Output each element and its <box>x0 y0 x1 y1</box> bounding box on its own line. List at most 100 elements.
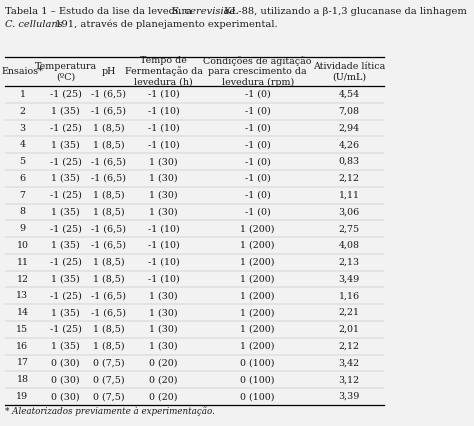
Text: 4,08: 4,08 <box>339 241 360 250</box>
Text: 1 (8,5): 1 (8,5) <box>93 191 125 200</box>
Text: -1 (0): -1 (0) <box>245 90 271 99</box>
Text: -1 (25): -1 (25) <box>50 258 82 267</box>
Text: 1 (200): 1 (200) <box>240 241 275 250</box>
Text: -1 (25): -1 (25) <box>50 325 82 334</box>
Text: Ensaios*: Ensaios* <box>1 67 44 76</box>
Text: -1 (10): -1 (10) <box>148 140 180 150</box>
Text: 0 (100): 0 (100) <box>240 375 275 384</box>
Text: -1 (25): -1 (25) <box>50 291 82 300</box>
Text: C. cellulans: C. cellulans <box>5 20 63 29</box>
Text: 1,11: 1,11 <box>339 191 360 200</box>
Text: -1 (0): -1 (0) <box>245 207 271 216</box>
Text: Tempo de
Fermentação da
levedura (h): Tempo de Fermentação da levedura (h) <box>125 56 202 87</box>
Text: 1 (200): 1 (200) <box>240 224 275 233</box>
Text: -1 (6,5): -1 (6,5) <box>91 241 127 250</box>
Text: 0 (30): 0 (30) <box>51 358 80 368</box>
Text: 14: 14 <box>17 308 28 317</box>
Text: 3,39: 3,39 <box>338 392 360 401</box>
Text: Atividade lítica
(U/mL): Atividade lítica (U/mL) <box>313 62 385 81</box>
Text: 1 (200): 1 (200) <box>240 258 275 267</box>
Text: S. cerevisiae: S. cerevisiae <box>172 7 235 16</box>
Text: 1 (8,5): 1 (8,5) <box>93 124 125 132</box>
Text: -1 (6,5): -1 (6,5) <box>91 308 127 317</box>
Text: 4,26: 4,26 <box>338 140 360 150</box>
Text: 2,12: 2,12 <box>339 342 360 351</box>
Text: 1 (8,5): 1 (8,5) <box>93 342 125 351</box>
Text: Tabela 1 – Estudo da lise da levedura: Tabela 1 – Estudo da lise da levedura <box>5 7 195 16</box>
Text: 1 (200): 1 (200) <box>240 275 275 284</box>
Text: 1 (35): 1 (35) <box>51 174 80 183</box>
Text: 1 (8,5): 1 (8,5) <box>93 275 125 284</box>
Text: -1 (10): -1 (10) <box>148 258 180 267</box>
Text: 8: 8 <box>19 207 26 216</box>
Text: -1 (0): -1 (0) <box>245 191 271 200</box>
Text: 10: 10 <box>17 241 28 250</box>
Text: 11: 11 <box>17 258 28 267</box>
Text: 6: 6 <box>19 174 26 183</box>
Text: 0 (30): 0 (30) <box>51 375 80 384</box>
Text: -1 (6,5): -1 (6,5) <box>91 157 127 166</box>
Text: 1 (30): 1 (30) <box>149 157 178 166</box>
Text: 1 (8,5): 1 (8,5) <box>93 140 125 150</box>
Text: 1 (30): 1 (30) <box>149 174 178 183</box>
Text: 9: 9 <box>19 224 26 233</box>
Text: -1 (25): -1 (25) <box>50 157 82 166</box>
Text: 2,75: 2,75 <box>338 224 360 233</box>
Text: 2: 2 <box>19 107 26 116</box>
Text: -1 (10): -1 (10) <box>148 275 180 284</box>
Text: 5: 5 <box>19 157 26 166</box>
Text: 0 (20): 0 (20) <box>149 392 178 401</box>
Text: 17: 17 <box>17 358 28 368</box>
Text: 0 (20): 0 (20) <box>149 375 178 384</box>
Text: 1 (35): 1 (35) <box>51 241 80 250</box>
Text: 19: 19 <box>17 392 28 401</box>
Text: -1 (10): -1 (10) <box>148 224 180 233</box>
Text: -1 (0): -1 (0) <box>245 157 271 166</box>
Text: 2,13: 2,13 <box>338 258 360 267</box>
Text: * Aleatorizados previamente à experimentação.: * Aleatorizados previamente à experiment… <box>5 406 215 416</box>
Text: 18: 18 <box>17 375 28 384</box>
Text: -1 (0): -1 (0) <box>245 107 271 116</box>
Text: 13: 13 <box>17 291 28 300</box>
Text: 2,01: 2,01 <box>339 325 360 334</box>
Text: 3,49: 3,49 <box>338 275 360 284</box>
Text: -1 (6,5): -1 (6,5) <box>91 90 127 99</box>
Text: 0 (30): 0 (30) <box>51 392 80 401</box>
Text: 7,08: 7,08 <box>339 107 360 116</box>
Text: 0 (20): 0 (20) <box>149 358 178 368</box>
Text: 3,42: 3,42 <box>338 358 360 368</box>
Text: 1 (35): 1 (35) <box>51 342 80 351</box>
Text: 1: 1 <box>19 90 26 99</box>
Text: pH: pH <box>102 67 116 76</box>
Text: 1 (35): 1 (35) <box>51 107 80 116</box>
Text: 1 (200): 1 (200) <box>240 342 275 351</box>
Text: -1 (10): -1 (10) <box>148 124 180 132</box>
Text: -1 (6,5): -1 (6,5) <box>91 291 127 300</box>
Text: 1 (200): 1 (200) <box>240 308 275 317</box>
Text: -1 (6,5): -1 (6,5) <box>91 224 127 233</box>
Text: 1 (8,5): 1 (8,5) <box>93 258 125 267</box>
Text: 1 (200): 1 (200) <box>240 291 275 300</box>
Text: 191, através de planejamento experimental.: 191, através de planejamento experimenta… <box>52 20 278 29</box>
Text: -1 (0): -1 (0) <box>245 174 271 183</box>
Text: -1 (25): -1 (25) <box>50 224 82 233</box>
Text: KL-88, utilizando a β-1,3 glucanase da linhagem: KL-88, utilizando a β-1,3 glucanase da l… <box>221 7 467 16</box>
Text: 3,12: 3,12 <box>338 375 360 384</box>
Text: -1 (0): -1 (0) <box>245 124 271 132</box>
Text: 7: 7 <box>19 191 26 200</box>
Text: -1 (10): -1 (10) <box>148 241 180 250</box>
Text: 1 (35): 1 (35) <box>51 308 80 317</box>
Text: 16: 16 <box>17 342 28 351</box>
Text: 12: 12 <box>17 275 28 284</box>
Text: 0 (100): 0 (100) <box>240 392 275 401</box>
Text: 3,06: 3,06 <box>338 207 360 216</box>
Text: 1 (30): 1 (30) <box>149 191 178 200</box>
Text: 1 (30): 1 (30) <box>149 308 178 317</box>
Text: -1 (0): -1 (0) <box>245 140 271 150</box>
Text: Condições de agitação
para crescimento da
levedura (rpm): Condições de agitação para crescimento d… <box>203 56 312 87</box>
Text: -1 (6,5): -1 (6,5) <box>91 107 127 116</box>
Text: 1 (30): 1 (30) <box>149 342 178 351</box>
Text: -1 (10): -1 (10) <box>148 107 180 116</box>
Text: 0 (7,5): 0 (7,5) <box>93 358 125 368</box>
Text: -1 (25): -1 (25) <box>50 90 82 99</box>
